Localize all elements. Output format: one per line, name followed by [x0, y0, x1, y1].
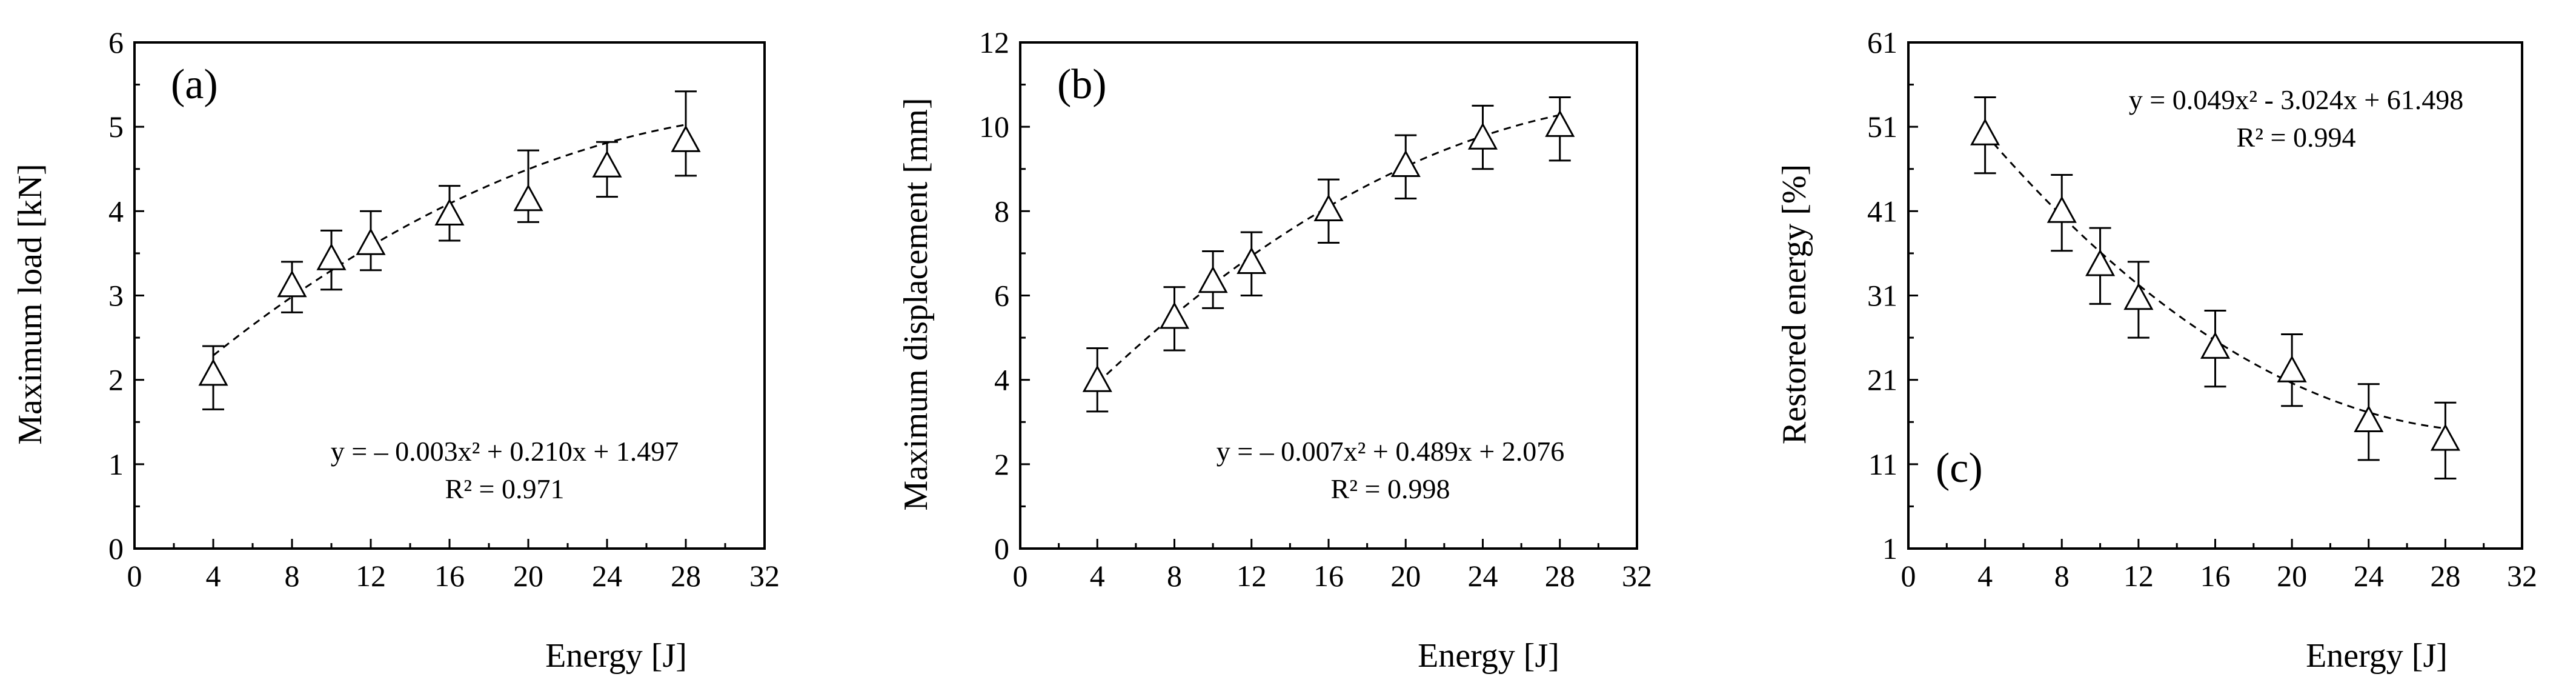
x-tick-label: 4 [1977, 559, 1993, 593]
data-point [2085, 249, 2116, 276]
panel-label: (c) [1936, 445, 1983, 492]
fit-curve [1097, 114, 1561, 384]
x-axis-title: Energy [J] [2306, 637, 2448, 675]
x-tick-label: 16 [1313, 559, 1344, 593]
fit-equation: y = – 0.003x² + 0.210x + 1.497 [331, 436, 679, 467]
data-point [1082, 365, 1112, 392]
panel-b: Maximum displacement [mm] Energy [J] (b)… [897, 25, 1652, 675]
y-tick-label: 11 [1868, 447, 1897, 481]
data-point [1159, 301, 1190, 329]
y-tick-label: 6 [994, 279, 1009, 313]
y-tick-label: 8 [994, 194, 1009, 228]
y-tick-label: 0 [994, 532, 1009, 566]
data-point [592, 150, 622, 178]
fit-equation: y = 0.049x² - 3.024x + 61.498 [2129, 84, 2464, 115]
x-tick-label: 0 [1901, 559, 1916, 593]
x-tick-label: 0 [1013, 559, 1028, 593]
x-tick-label: 4 [1090, 559, 1105, 593]
x-tick-label: 8 [1167, 559, 1182, 593]
plot-frame [133, 41, 766, 550]
x-tick-label: 8 [285, 559, 300, 593]
y-tick-label: 3 [108, 279, 124, 313]
data-point [434, 198, 465, 225]
fit-equation: y = – 0.007x² + 0.489x + 2.076 [1217, 436, 1565, 467]
data-point [513, 184, 543, 212]
x-tick-label: 32 [1622, 559, 1652, 593]
x-tick-label: 8 [2054, 559, 2070, 593]
y-tick-label: 0 [108, 532, 124, 566]
data-point [1970, 118, 2000, 145]
x-tick-label: 32 [2507, 559, 2537, 593]
x-tick-label: 28 [1545, 559, 1575, 593]
data-point [277, 270, 307, 298]
x-tick-label: 0 [127, 559, 142, 593]
y-tick-label: 51 [1867, 110, 1897, 144]
y-axis-title: Maximum load [kN] [12, 164, 49, 444]
data-point [1198, 265, 1228, 293]
x-tick-label: 20 [1390, 559, 1421, 593]
x-axis-title: Energy [J] [545, 637, 687, 675]
data-point [316, 243, 347, 270]
data-point [2047, 196, 2077, 223]
y-tick-label: 1 [108, 447, 124, 481]
y-tick-label: 4 [108, 194, 124, 228]
data-point [1467, 122, 1498, 150]
y-tick-label: 31 [1867, 279, 1897, 313]
data-point [2200, 332, 2231, 359]
panel-label: (a) [171, 61, 218, 108]
y-tick-label: 21 [1867, 363, 1897, 397]
data-point [2277, 355, 2307, 382]
x-tick-label: 28 [2430, 559, 2460, 593]
x-tick-label: 12 [1237, 559, 1267, 593]
panel-label: (b) [1057, 61, 1107, 108]
x-tick-label: 16 [434, 559, 465, 593]
data-point [2354, 405, 2384, 432]
panel-a: Maximum load [kN] Energy [J] (a) y = – 0… [12, 25, 780, 675]
fit-r2: R² = 0.971 [445, 473, 565, 504]
y-tick-label: 5 [108, 110, 124, 144]
x-tick-label: 28 [671, 559, 701, 593]
data-point [2430, 423, 2460, 451]
y-axis-title: Maximum displacement [mm] [897, 98, 935, 510]
x-tick-label: 24 [1468, 559, 1498, 593]
x-tick-label: 12 [356, 559, 386, 593]
x-tick-label: 24 [592, 559, 622, 593]
y-tick-label: 10 [979, 110, 1009, 144]
y-tick-label: 41 [1867, 194, 1897, 228]
x-tick-label: 16 [2200, 559, 2231, 593]
x-tick-label: 24 [2354, 559, 2384, 593]
data-point [1390, 150, 1421, 177]
y-axis-title: Restored energy [%] [1776, 164, 1813, 444]
y-tick-label: 2 [108, 363, 124, 397]
x-tick-label: 20 [513, 559, 543, 593]
x-tick-label: 32 [749, 559, 780, 593]
panel-c: Restored energy [%] Energy [J] (c) y = 0… [1776, 25, 2537, 675]
data-point [2123, 282, 2154, 310]
y-tick-label: 61 [1867, 25, 1897, 59]
fit-r2: R² = 0.994 [2237, 122, 2356, 153]
x-tick-label: 20 [2277, 559, 2307, 593]
data-point [198, 358, 228, 386]
plot-frame [1907, 41, 2523, 550]
x-tick-label: 12 [2123, 559, 2154, 593]
y-tick-label: 12 [979, 25, 1009, 59]
y-tick-label: 1 [1882, 532, 1897, 566]
x-tick-label: 4 [206, 559, 221, 593]
y-tick-label: 2 [994, 447, 1009, 481]
data-point [1237, 247, 1267, 274]
data-point [1313, 194, 1344, 221]
y-tick-label: 4 [994, 363, 1009, 397]
y-tick-label: 6 [108, 25, 124, 59]
data-point [671, 125, 701, 152]
x-axis-title: Energy [J] [1418, 637, 1559, 675]
data-point [1545, 110, 1575, 137]
data-point [356, 228, 386, 255]
fit-r2: R² = 0.998 [1331, 473, 1450, 504]
